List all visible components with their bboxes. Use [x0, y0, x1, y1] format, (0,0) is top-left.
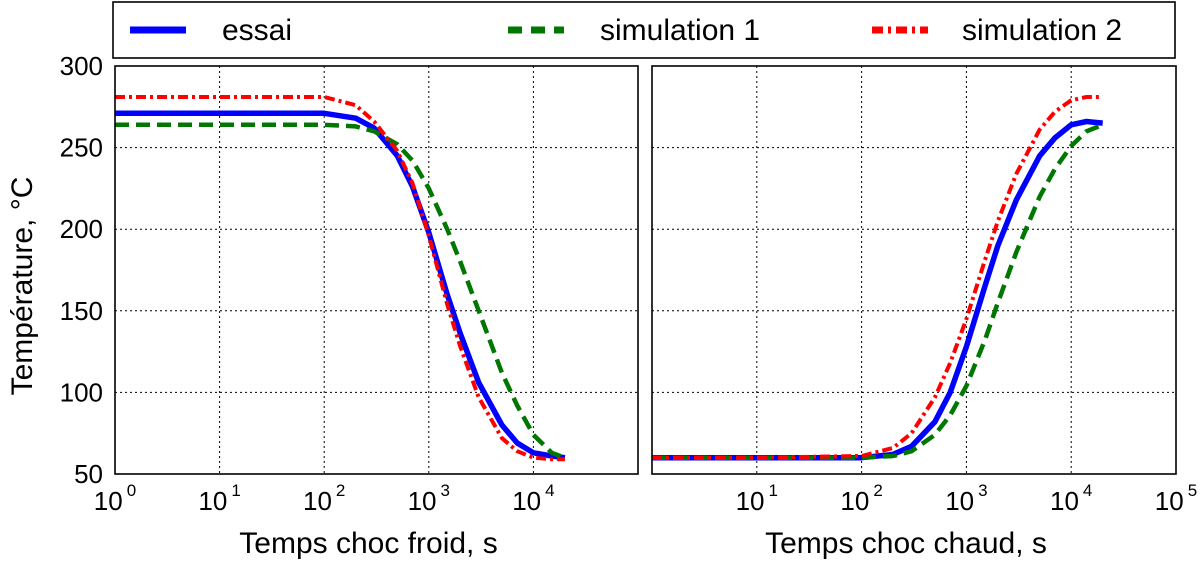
series-line [115, 122, 566, 460]
x-tick-label: 10 5 [1155, 481, 1197, 516]
x-tick-label: 10 3 [945, 481, 987, 516]
x-tick-label: 10 0 [94, 481, 136, 516]
series-line [652, 122, 1104, 460]
series-line [652, 95, 1103, 460]
legend-label: simulation 1 [600, 14, 760, 47]
y-tick-label: 100 [60, 377, 103, 407]
series-line [652, 118, 1103, 461]
x-tick-label: 10 2 [303, 481, 345, 516]
x-axis-label: Temps choc froid, s [239, 527, 497, 560]
plot-area [652, 66, 1176, 474]
legend: essai simulation 1 simulation 2 [112, 1, 1176, 59]
y-tick-label: 200 [60, 214, 103, 244]
legend-label: simulation 2 [962, 14, 1122, 47]
series-line [115, 95, 565, 462]
y-tick-label: 300 [60, 51, 103, 81]
x-tick-label: 10 1 [736, 481, 778, 516]
x-tick-label: 10 2 [840, 481, 882, 516]
legend-box [112, 1, 1176, 59]
y-tick-label: 250 [60, 133, 103, 163]
plot-frame [114, 65, 639, 475]
right-panel: 10 1 10 2 10 3 10 4 10 5 Temps choc chaud, s [651, 65, 1197, 560]
x-tick-label: 10 4 [512, 481, 554, 516]
y-tick-label: 150 [60, 296, 103, 326]
legend-label: essai [222, 14, 292, 47]
y-tick-label: 50 [74, 459, 103, 489]
x-axis-label: Temps choc chaud, s [765, 527, 1047, 560]
y-axis-label: Température, °C [6, 177, 39, 396]
x-tick-label: 10 4 [1050, 481, 1092, 516]
x-tick-label: 10 1 [198, 481, 240, 516]
plot-frame [651, 65, 1177, 475]
x-tick-label: 10 3 [408, 481, 450, 516]
